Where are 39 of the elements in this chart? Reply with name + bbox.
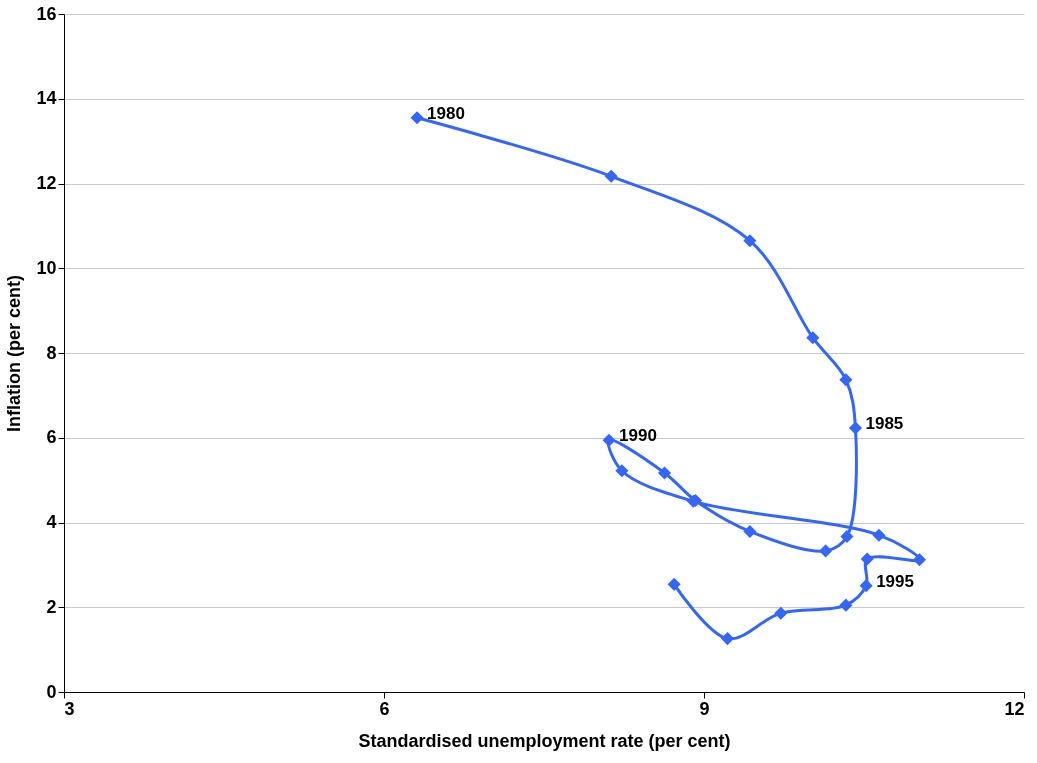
point <box>774 606 788 620</box>
annotation: 1980 <box>427 103 465 123</box>
point <box>839 373 853 387</box>
point <box>667 577 681 591</box>
annotation: 1985 <box>865 414 904 433</box>
point <box>806 331 820 345</box>
point <box>912 553 926 567</box>
point <box>720 632 734 646</box>
y-tick-label: 8 <box>46 342 57 363</box>
y-tick-label: 2 <box>46 596 57 617</box>
x-axis-title: Standardised unemployment rate (per cent) <box>358 730 731 751</box>
point <box>860 552 874 566</box>
point <box>848 421 862 435</box>
x-tick-label: 9 <box>699 698 710 719</box>
point <box>840 529 854 543</box>
point <box>615 464 629 478</box>
y-tick-label: 6 <box>46 427 57 448</box>
y-tick-label: 10 <box>36 257 57 278</box>
y-tick-label: 14 <box>36 88 57 109</box>
y-axis-title: Inflation (per cent) <box>4 275 25 432</box>
y-tick-label: 4 <box>46 512 57 532</box>
point <box>658 466 672 480</box>
x-tick-label: 12 <box>1004 698 1025 719</box>
point <box>604 169 618 183</box>
point <box>819 544 833 558</box>
x-tick-label: 3 <box>64 698 75 719</box>
point <box>602 433 616 447</box>
point <box>410 111 424 125</box>
annotation: 1995 <box>876 571 914 591</box>
x-tick-label: 6 <box>379 698 390 719</box>
point <box>839 598 853 612</box>
point <box>743 524 757 538</box>
y-tick-label: 16 <box>36 3 57 24</box>
annotation: 1990 <box>619 426 657 446</box>
point <box>859 579 873 593</box>
point <box>872 528 886 542</box>
point <box>743 234 757 248</box>
y-tick-label: 12 <box>36 173 57 193</box>
y-tick-label: 0 <box>46 681 57 702</box>
